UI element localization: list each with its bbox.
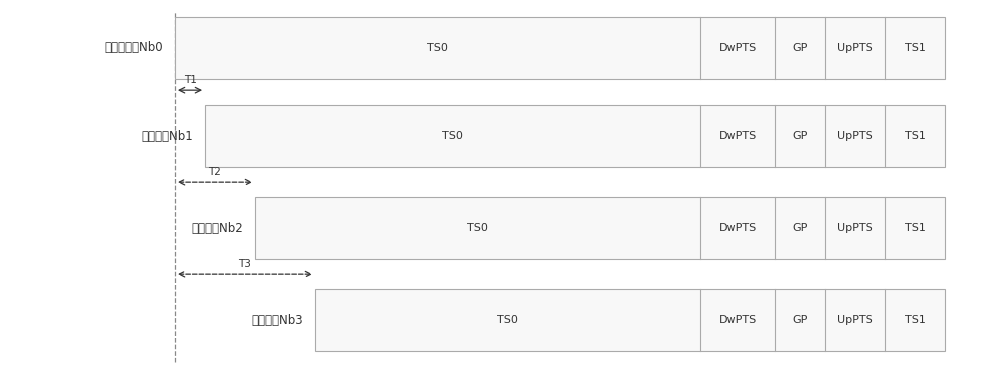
Text: GP: GP (792, 315, 808, 325)
Text: TS0: TS0 (467, 223, 488, 233)
Bar (255, 197, 945, 259)
Bar (175, 17, 945, 79)
Text: 干扰基站Nb2: 干扰基站Nb2 (191, 222, 243, 235)
Text: T3: T3 (239, 259, 251, 269)
Text: DwPTS: DwPTS (718, 223, 757, 233)
Text: UpPTS: UpPTS (837, 315, 873, 325)
Text: DwPTS: DwPTS (718, 315, 757, 325)
Text: UpPTS: UpPTS (837, 131, 873, 141)
Text: UpPTS: UpPTS (837, 43, 873, 53)
Text: GP: GP (792, 43, 808, 53)
Text: 干扰基站Nb1: 干扰基站Nb1 (141, 130, 193, 143)
Text: TS1: TS1 (905, 315, 925, 325)
Bar (315, 289, 945, 351)
Text: TS1: TS1 (905, 131, 925, 141)
Text: DwPTS: DwPTS (718, 43, 757, 53)
Text: TS0: TS0 (442, 131, 463, 141)
Text: DwPTS: DwPTS (718, 131, 757, 141)
Text: UpPTS: UpPTS (837, 223, 873, 233)
Text: GP: GP (792, 223, 808, 233)
Text: T1: T1 (184, 75, 196, 85)
Text: T2: T2 (209, 167, 221, 177)
Text: TS1: TS1 (905, 43, 925, 53)
Text: 干扰基站Nb3: 干扰基站Nb3 (251, 314, 303, 327)
Text: 被干扰基站Nb0: 被干扰基站Nb0 (104, 41, 163, 54)
Text: GP: GP (792, 131, 808, 141)
Bar (205, 105, 945, 167)
Text: TS0: TS0 (497, 315, 518, 325)
Text: TS1: TS1 (905, 223, 925, 233)
Text: TS0: TS0 (427, 43, 448, 53)
